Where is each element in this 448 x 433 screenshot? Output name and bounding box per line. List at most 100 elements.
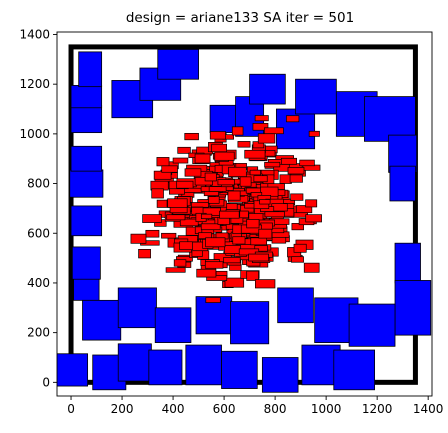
- x-tick-label: 1400: [413, 402, 444, 416]
- cell-block: [224, 245, 241, 254]
- macro-block: [157, 48, 199, 80]
- cell-block: [156, 157, 170, 167]
- cell-block: [257, 133, 276, 144]
- cell-block: [254, 115, 269, 122]
- macro-block: [117, 343, 152, 382]
- cell-block: [260, 186, 279, 197]
- cell-block: [228, 166, 247, 177]
- macro-block: [57, 353, 89, 387]
- macro-block: [70, 85, 103, 109]
- axes-frame: [56, 31, 433, 397]
- y-tick-label: 0: [42, 375, 50, 389]
- cell-block: [305, 199, 318, 208]
- macro-block: [70, 145, 103, 172]
- macro-block: [261, 357, 299, 393]
- cell-block: [161, 165, 178, 173]
- cell-block: [239, 176, 252, 187]
- macro-block: [117, 287, 157, 329]
- axes: 0 200 400 600 800 1000 1200 1400 0 200 400 600 800 10…: [19, 27, 443, 416]
- cell-block: [201, 213, 213, 220]
- cell-block: [308, 130, 320, 137]
- y-tick-label: 200: [27, 326, 50, 340]
- macro-block: [69, 169, 104, 198]
- x-tick-label: 200: [111, 402, 134, 416]
- cell-block: [206, 275, 228, 281]
- cell-block: [209, 131, 226, 140]
- cell-block: [179, 241, 193, 251]
- cell-block: [205, 297, 221, 303]
- macro-block: [277, 287, 314, 324]
- macro-block: [185, 344, 222, 386]
- cell-block: [291, 223, 304, 231]
- cell-block: [194, 153, 211, 164]
- macro-block: [70, 205, 103, 237]
- x-tick-label: 800: [264, 402, 287, 416]
- macro-block: [148, 349, 183, 386]
- x-tick-label: 1000: [311, 402, 342, 416]
- cell-block: [253, 175, 268, 183]
- cell-block: [208, 186, 227, 192]
- cell-block: [246, 219, 260, 229]
- cell-block: [250, 237, 268, 246]
- cell-block: [161, 232, 177, 239]
- x-tick-label: 600: [213, 402, 236, 416]
- cell-block: [179, 218, 199, 227]
- x-tick-label: 400: [162, 402, 185, 416]
- y-tick-label: 1200: [19, 77, 50, 91]
- macro-block: [333, 349, 376, 391]
- cell-block: [167, 198, 188, 208]
- cell-block: [250, 192, 263, 198]
- macro-block: [389, 165, 416, 202]
- cell-block: [217, 179, 235, 186]
- cell-block: [176, 180, 194, 189]
- macro-block: [394, 242, 421, 284]
- cell-block: [184, 132, 199, 141]
- plot-area: [57, 44, 432, 393]
- cell-block: [290, 193, 304, 201]
- cell-block: [289, 174, 303, 183]
- cell-block: [138, 249, 151, 259]
- macro-block: [78, 51, 103, 88]
- cell-block: [184, 168, 202, 177]
- cell-block: [249, 169, 261, 176]
- cell-block: [281, 157, 297, 165]
- cell-block: [260, 222, 273, 230]
- cell-block: [252, 123, 269, 131]
- cell-block: [227, 190, 241, 201]
- cell-block: [165, 267, 186, 273]
- cell-block: [223, 257, 241, 264]
- macro-block: [154, 307, 192, 343]
- cell-block: [166, 214, 186, 221]
- cell-block: [151, 188, 164, 199]
- cell-block: [198, 232, 212, 240]
- cell-block: [204, 172, 217, 182]
- macro-block: [230, 301, 270, 345]
- y-tick-label: 800: [27, 177, 50, 191]
- macro-block: [221, 350, 258, 389]
- cell-block: [142, 214, 162, 223]
- cell-block: [172, 157, 189, 164]
- macro-block: [71, 246, 101, 280]
- macro-block: [70, 104, 103, 134]
- cell-block: [130, 233, 147, 244]
- cell-block: [196, 268, 217, 278]
- macro-block: [348, 303, 396, 347]
- macro-block: [295, 78, 337, 115]
- cell-block: [264, 161, 281, 168]
- cell-block: [291, 256, 304, 263]
- macro-block: [363, 96, 416, 142]
- x-tick-label: 0: [67, 402, 75, 416]
- cell-block: [244, 149, 266, 159]
- cell-block: [224, 277, 245, 288]
- y-tick-label: 1400: [19, 27, 50, 41]
- cell-block: [173, 259, 187, 267]
- cell-block: [145, 229, 160, 238]
- cell-block: [226, 203, 238, 210]
- macro-block: [209, 104, 239, 134]
- cell-block: [237, 141, 251, 148]
- cell-block: [205, 237, 226, 248]
- cell-block: [286, 115, 300, 123]
- cell-block: [211, 143, 227, 153]
- y-tick-label: 600: [27, 226, 50, 240]
